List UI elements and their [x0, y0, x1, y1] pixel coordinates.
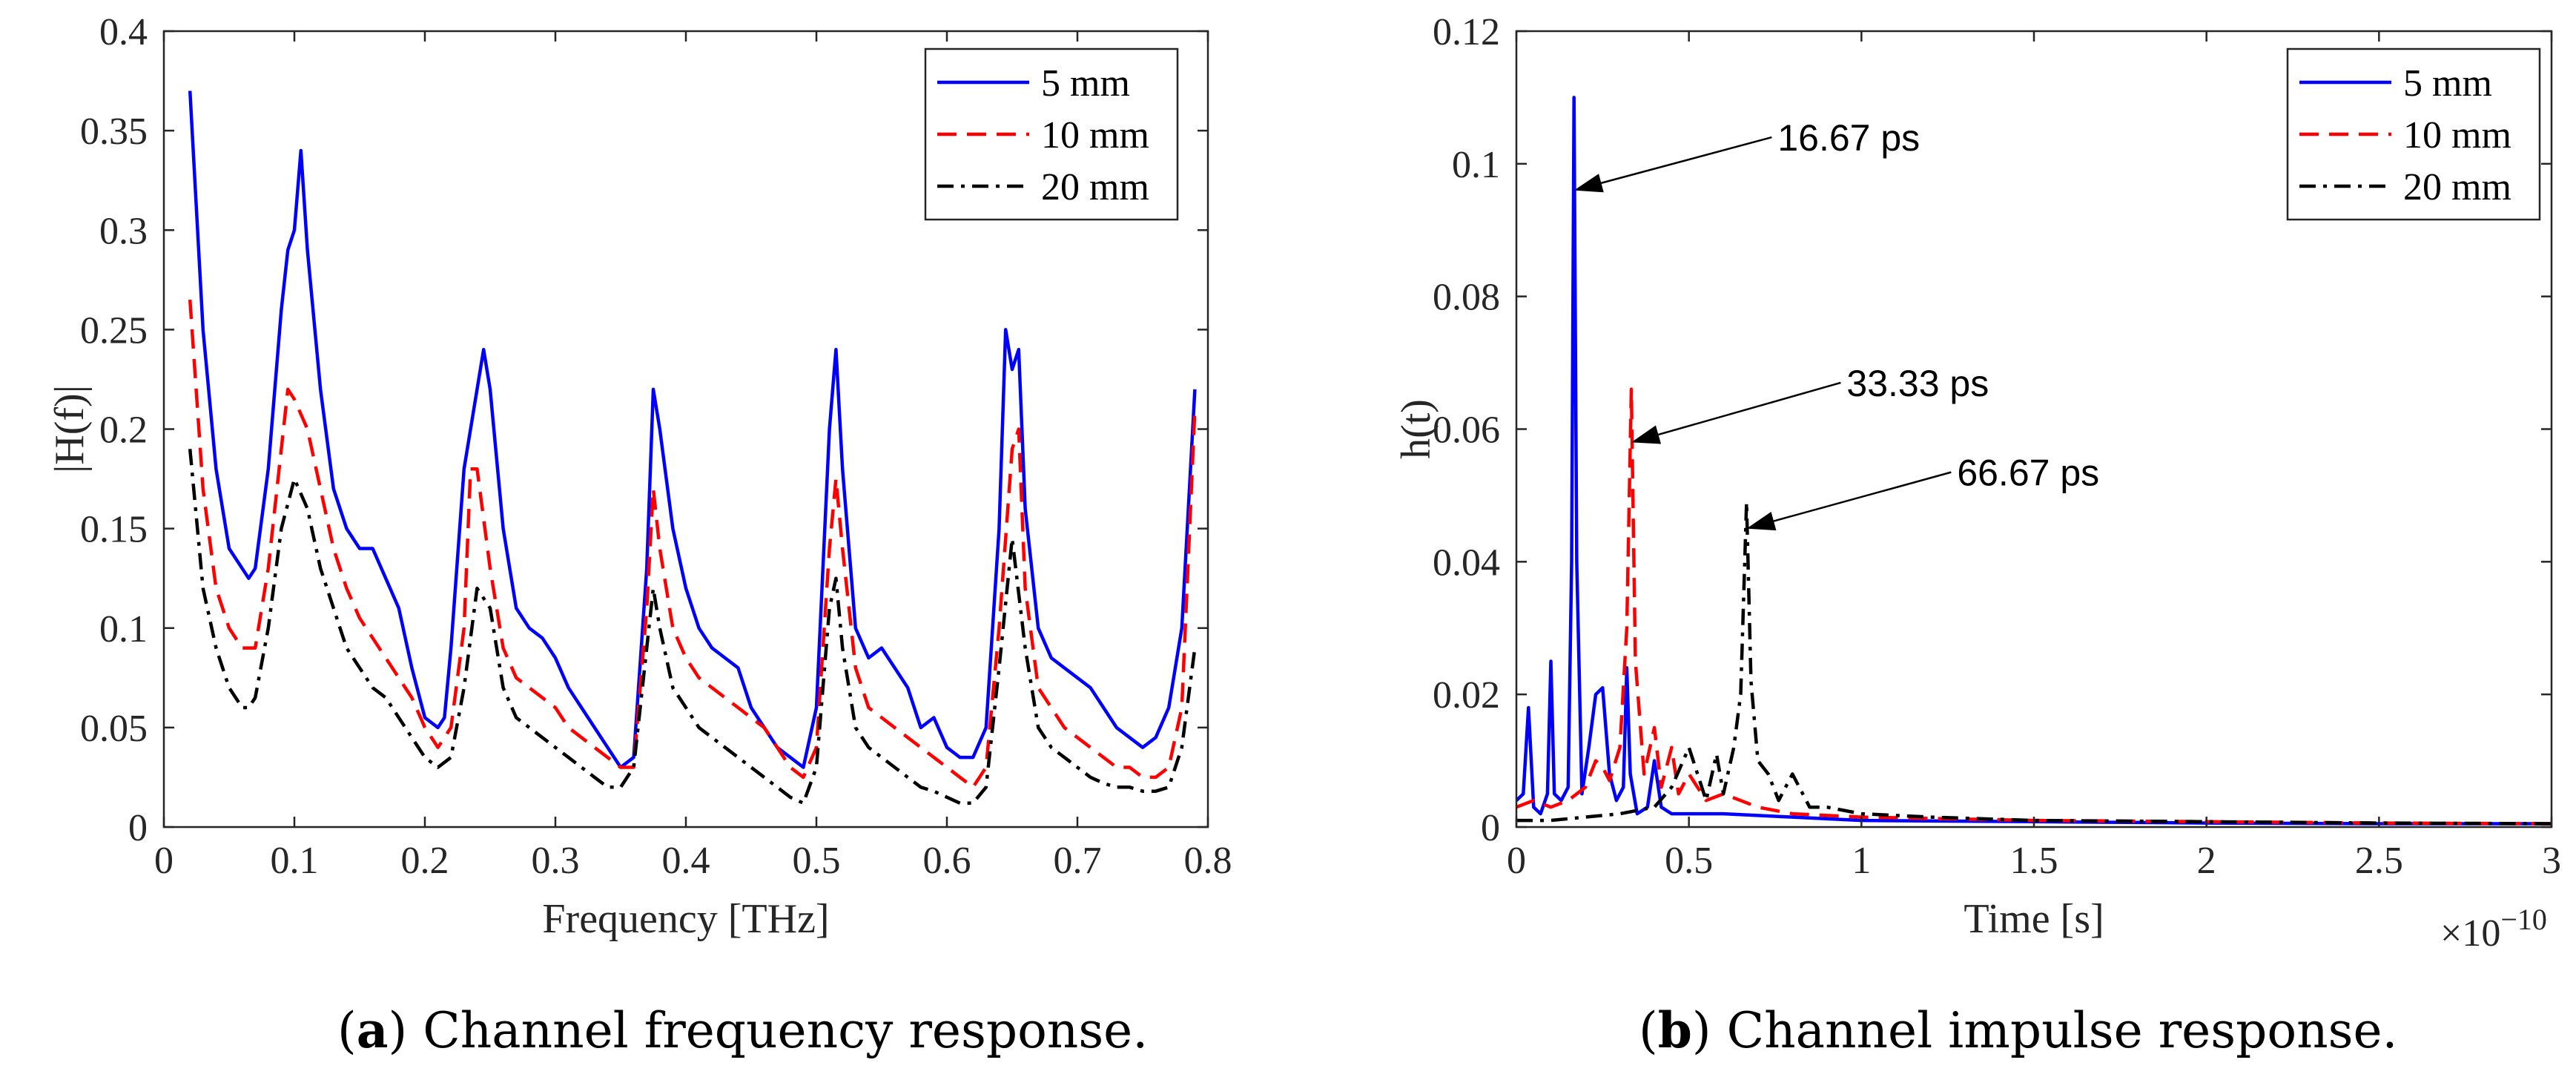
chart-b-legend-label-2: 10 mm	[2403, 114, 2511, 157]
chart-b-annotation-label-2: 33.33 ps	[1846, 363, 1989, 404]
chart-b-ytick-label: 0.06	[1433, 409, 1500, 452]
chart-a-xtick-label: 0.6	[923, 840, 971, 882]
chart-b-x-multiplier: ×10−10	[2440, 903, 2547, 955]
chart-a-legend-label-1: 5 mm	[1041, 62, 1130, 105]
chart-a: 0 0.1 0.2 0.3 0.4 0.5 0.6 0.7 0.8 0 0.05 0.1 0.15 0.2…	[47, 11, 1232, 942]
chart-a-xtick-label: 0.2	[401, 840, 449, 882]
chart-a-xtick-label: 0.5	[793, 840, 841, 882]
chart-a-ytick-label: 0.2	[99, 409, 148, 452]
chart-b-series-line-2	[1516, 387, 2552, 826]
chart-b-ytick-label: 0.12	[1433, 11, 1500, 53]
chart-a-ylabel: |H(f)|	[47, 385, 93, 473]
chart-b-annotation-arrow-head	[1746, 512, 1777, 531]
chart-b-x-multiplier-exponent: −10	[2500, 903, 2547, 936]
chart-b-ylabel: h(t)	[1393, 399, 1439, 459]
caption-a-label: a	[356, 1001, 389, 1059]
chart-b-annotation-arrow-line	[1601, 136, 1772, 184]
chart-a-xtick-label: 0.7	[1054, 840, 1102, 882]
chart-a-legend-label-3: 20 mm	[1041, 166, 1149, 208]
chart-a-xtick-label: 0.8	[1184, 840, 1232, 882]
chart-b-ytick-label: 0.02	[1433, 674, 1500, 717]
chart-b-xtick-label: 0.5	[1665, 840, 1713, 882]
chart-b-xlabel: Time [s]	[1964, 896, 2104, 942]
chart-a-ytick-label: 0.35	[80, 111, 148, 153]
chart-a-ytick-label: 0.3	[99, 210, 148, 252]
chart-a-ytick-label: 0	[128, 807, 148, 849]
chart-a-series-line-2	[188, 299, 1197, 789]
chart-b-xtick-label: 3	[2542, 840, 2561, 882]
caption-b-label: b	[1657, 1001, 1692, 1059]
chart-b: 0 0.5 1 1.5 2 2.5 3 0 0.02 0.04 0.06 0.08 0.1 0.12 Tim…	[1393, 11, 2561, 955]
chart-a-ytick-label: 0.15	[80, 509, 148, 551]
chart-b-xtick-label: 2.5	[2355, 840, 2403, 882]
caption-b: (b) Channel impulse response.	[1639, 1001, 2398, 1059]
caption-a-text: Channel frequency response.	[407, 1002, 1149, 1059]
chart-a-series-line-1	[188, 90, 1197, 769]
chart-b-legend-label-1: 5 mm	[2403, 62, 2492, 105]
chart-b-ytick-label: 0.08	[1433, 277, 1500, 319]
chart-b-annotation-label-1: 16.67 ps	[1777, 117, 1920, 159]
chart-a-series-line-3	[188, 449, 1197, 806]
chart-b-xtick-label: 1.5	[2010, 840, 2058, 882]
chart-b-xtick-label: 1	[1852, 840, 1871, 882]
chart-b-series-line-1	[1516, 96, 2552, 826]
chart-b-annotation-arrow-line	[1658, 381, 1841, 436]
chart-a-xtick-label: 0	[154, 840, 174, 882]
chart-a-xtick-label: 0.1	[271, 840, 319, 882]
chart-a-ytick-label: 0.1	[99, 608, 148, 651]
chart-b-x-multiplier-base: ×10	[2440, 912, 2500, 955]
chart-b-annotation-label-3: 66.67 ps	[1957, 452, 2099, 494]
caption-a: (a) Channel frequency response.	[337, 1001, 1149, 1059]
caption-b-text: Channel impulse response.	[1711, 1002, 2398, 1059]
chart-b-xtick-label: 0	[1507, 840, 1526, 882]
chart-b-xtick-label: 2	[2197, 840, 2216, 882]
chart-b-annotation-arrow-line	[1773, 471, 1952, 522]
chart-a-legend-label-2: 10 mm	[1041, 114, 1149, 157]
chart-a-ytick-label: 0.05	[80, 708, 148, 750]
chart-a-xtick-label: 0.3	[532, 840, 580, 882]
chart-a-ytick-label: 0.4	[99, 11, 148, 53]
chart-a-xtick-label: 0.4	[662, 840, 710, 882]
chart-b-legend-label-3: 20 mm	[2403, 166, 2511, 208]
figure: 0 0.1 0.2 0.3 0.4 0.5 0.6 0.7 0.8 0 0.05 0.1 0.15 0.2…	[47, 11, 2561, 955]
chart-b-ytick-label: 0.1	[1452, 144, 1500, 186]
chart-b-annotation-arrow-head	[1573, 174, 1604, 193]
chart-b-ytick-label: 0.04	[1433, 541, 1500, 584]
chart-a-xlabel: Frequency [THz]	[542, 896, 829, 942]
chart-b-annotation-arrow-head	[1631, 425, 1662, 444]
chart-b-series-line-3	[1516, 500, 2552, 826]
chart-b-ytick-label: 0	[1481, 807, 1500, 849]
chart-a-ytick-label: 0.25	[80, 309, 148, 352]
